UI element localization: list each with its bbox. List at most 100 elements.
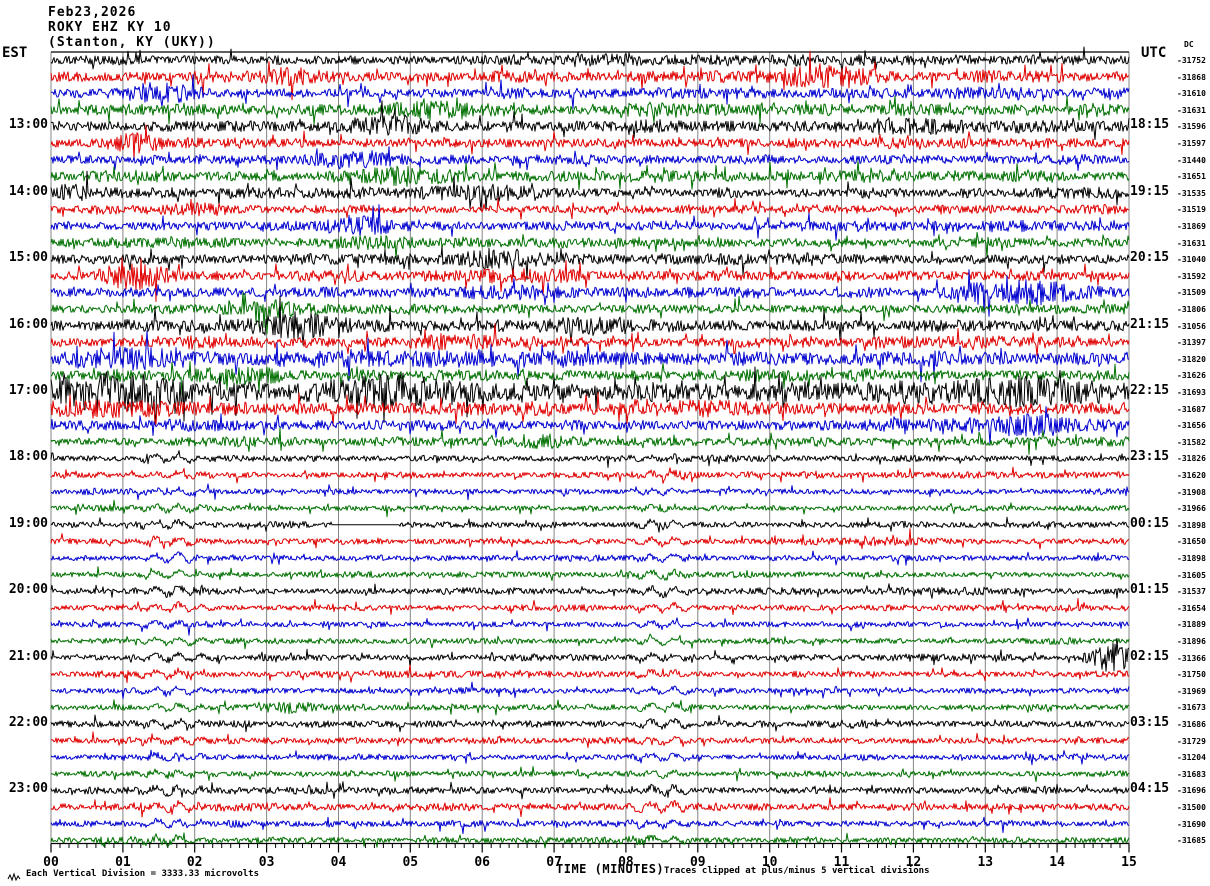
seismo-trace [50, 269, 1130, 317]
trace-dc-value: -31592 [1177, 271, 1206, 281]
right-timezone-header: UTC [1141, 45, 1167, 61]
x-tick-label: 11 [833, 855, 850, 870]
seismo-trace [50, 100, 1130, 141]
trace-dc-value: -31898 [1177, 520, 1206, 530]
x-tick-label: 10 [761, 855, 778, 870]
trace-dc-value: -31500 [1177, 803, 1206, 812]
seismo-trace [50, 528, 1130, 550]
trace-dc-value: -31908 [1177, 487, 1206, 497]
x-tick-label: 01 [115, 855, 131, 870]
trace-dc-value: -31397 [1177, 338, 1206, 348]
x-tick-label: 05 [402, 855, 419, 870]
seismo-trace [50, 681, 1130, 699]
seismo-trace [50, 46, 1130, 74]
trace-dc-value: -31056 [1177, 321, 1206, 331]
trace-dc-value: -31683 [1177, 769, 1206, 779]
seismo-trace [50, 566, 1130, 582]
seismo-trace [50, 291, 1130, 335]
seismo-trace [50, 731, 1130, 748]
trace-dc-value: -31631 [1177, 238, 1206, 248]
x-tick-label: 13 [977, 855, 994, 870]
scale-note: Each Vertical Division = 3333.33 microvo… [26, 869, 259, 879]
seismo-trace [50, 714, 1130, 733]
seismo-trace [50, 499, 1130, 518]
seismo-trace [50, 483, 1130, 501]
x-axis-label: TIME (MINUTES) [556, 862, 665, 876]
seismo-trace [50, 516, 1130, 533]
trace-dc-value: -31752 [1177, 56, 1206, 65]
seismo-trace [50, 50, 1130, 101]
trace-dc-value: -31440 [1177, 155, 1206, 165]
seismo-trace [50, 766, 1129, 783]
seismo-trace [50, 749, 1130, 766]
utc-hour-label: 22:15 [1130, 383, 1170, 398]
seismo-trace [50, 832, 1130, 849]
utc-hour-label: 01:15 [1130, 582, 1170, 598]
x-tick-label: 03 [258, 855, 275, 870]
trace-dc-value: -31889 [1177, 620, 1206, 630]
trace-dc-value: -31509 [1177, 288, 1206, 298]
trace-dc-value: -31651 [1177, 172, 1206, 182]
seismo-trace [50, 797, 1130, 818]
title-date: Feb23,2026 [48, 5, 137, 20]
trace-dc-value: -31898 [1177, 554, 1206, 563]
trace-dc-value: -31806 [1177, 305, 1206, 314]
seismo-trace [50, 633, 1130, 650]
seismo-trace [50, 664, 1130, 684]
trace-dc-value: -31969 [1177, 686, 1206, 696]
utc-hour-label: 02:15 [1130, 648, 1170, 664]
trace-dc-value: -31696 [1177, 786, 1206, 796]
trace-dc-value: -31537 [1177, 587, 1206, 597]
title-block: Feb23,2026 ROKY EHZ KY 10 (Stanton, KY (UK… [48, 5, 216, 50]
est-hour-label: 17:00 [8, 383, 48, 398]
left-timezone-header: EST [2, 45, 28, 61]
seismo-trace [50, 617, 1129, 636]
seismo-trace [50, 146, 1130, 171]
seismo-trace [50, 330, 1130, 383]
est-hour-label: 22:00 [8, 715, 48, 730]
seismo-trace [50, 699, 1130, 716]
x-tick-label: 12 [905, 855, 922, 870]
title-station: ROKY EHZ KY 10 [48, 20, 172, 35]
trace-dc-value: -31673 [1177, 703, 1206, 713]
utc-hour-label: 03:15 [1130, 715, 1170, 730]
seismo-trace [50, 550, 1130, 566]
seismo-trace [50, 466, 1130, 484]
utc-hour-label: 21:15 [1130, 316, 1170, 332]
trace-dc-value: -31729 [1177, 736, 1206, 746]
seismo-trace [50, 160, 1130, 190]
seismo-trace [50, 257, 1130, 302]
trace-dc-value: -31650 [1177, 537, 1206, 547]
seismo-trace [50, 427, 1130, 455]
seismo-trace [50, 204, 1130, 241]
utc-hour-label: 18:15 [1130, 117, 1170, 133]
est-hour-label: 13:00 [8, 117, 48, 133]
trace-dc-value: -31204 [1177, 753, 1206, 763]
trace-dc-value: -31693 [1177, 388, 1206, 397]
utc-hour-label: 04:15 [1130, 781, 1170, 797]
est-hour-label: 19:00 [8, 515, 48, 531]
trace-dc-value: -31040 [1177, 255, 1206, 265]
trace-dc-value: -31626 [1177, 371, 1206, 381]
est-hour-label: 16:00 [8, 316, 48, 332]
x-tick-label: 08 [618, 855, 634, 870]
trace-dc-value: -31620 [1177, 471, 1206, 480]
x-tick-label: 02 [186, 855, 203, 870]
trace-dc-value: -31631 [1177, 105, 1206, 115]
trace-dc-value: -31685 [1177, 836, 1206, 846]
est-hour-label: 18:00 [8, 449, 48, 465]
seismo-trace [50, 74, 1130, 109]
x-tick-label: 09 [689, 855, 706, 870]
seismo-trace [50, 638, 1130, 672]
trace-dc-value: -31966 [1177, 504, 1206, 514]
dc-column-header: DC [1184, 40, 1194, 49]
title-location: (Stanton, KY (UKY)) [48, 35, 216, 50]
trace-dc-value: -31868 [1177, 72, 1206, 82]
seismo-trace [50, 366, 1130, 426]
seismo-trace [50, 361, 1130, 396]
seismo-trace [50, 170, 1130, 211]
utc-hour-label: 00:15 [1130, 515, 1170, 531]
utc-hour-label: 19:15 [1130, 183, 1170, 199]
trace-dc-value: -31826 [1177, 454, 1206, 464]
